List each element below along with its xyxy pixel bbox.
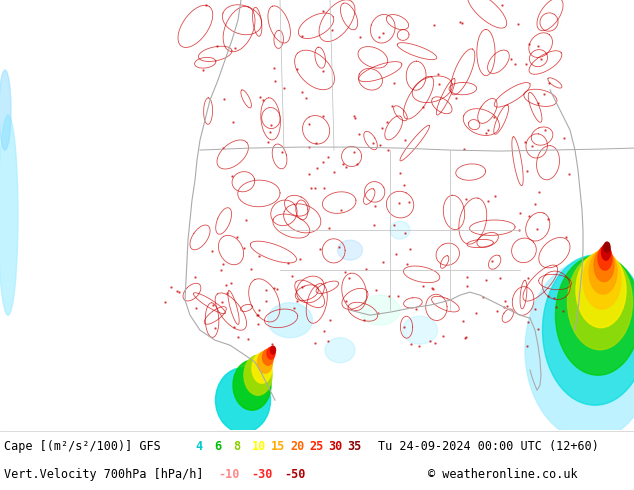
Ellipse shape [583, 251, 621, 309]
Ellipse shape [403, 316, 437, 344]
Ellipse shape [337, 240, 363, 260]
Ellipse shape [543, 255, 634, 405]
Ellipse shape [252, 353, 272, 383]
Ellipse shape [257, 351, 273, 373]
Text: 4: 4 [195, 440, 202, 453]
Text: Vert.Velocity 700hPa [hPa/h]: Vert.Velocity 700hPa [hPa/h] [4, 467, 204, 481]
Text: -10: -10 [218, 467, 240, 481]
Text: 20: 20 [290, 440, 304, 453]
Ellipse shape [0, 70, 11, 150]
Ellipse shape [360, 295, 400, 325]
Ellipse shape [594, 248, 614, 282]
Text: 35: 35 [347, 440, 361, 453]
Ellipse shape [567, 255, 633, 350]
Ellipse shape [598, 246, 612, 270]
Text: 6: 6 [214, 440, 221, 453]
Ellipse shape [576, 253, 626, 328]
Ellipse shape [262, 349, 273, 365]
Ellipse shape [525, 260, 634, 440]
Ellipse shape [267, 347, 275, 359]
Ellipse shape [555, 255, 634, 375]
Text: 15: 15 [271, 440, 285, 453]
Ellipse shape [604, 242, 610, 252]
Ellipse shape [244, 355, 272, 395]
Ellipse shape [0, 115, 18, 315]
Text: 8: 8 [233, 440, 240, 453]
Ellipse shape [216, 368, 271, 433]
Ellipse shape [268, 303, 313, 338]
Ellipse shape [390, 221, 410, 239]
Text: © weatheronline.co.uk: © weatheronline.co.uk [428, 467, 578, 481]
Text: Cape [(m²/s²/100)] GFS: Cape [(m²/s²/100)] GFS [4, 440, 161, 453]
Ellipse shape [602, 244, 611, 260]
Text: -30: -30 [251, 467, 273, 481]
Text: -50: -50 [284, 467, 306, 481]
Ellipse shape [325, 338, 355, 363]
Ellipse shape [589, 250, 617, 294]
Text: 10: 10 [252, 440, 266, 453]
Text: 30: 30 [328, 440, 342, 453]
Ellipse shape [271, 346, 276, 354]
Text: Tu 24-09-2024 00:00 UTC (12+60): Tu 24-09-2024 00:00 UTC (12+60) [378, 440, 599, 453]
Text: 25: 25 [309, 440, 323, 453]
Ellipse shape [233, 360, 271, 410]
